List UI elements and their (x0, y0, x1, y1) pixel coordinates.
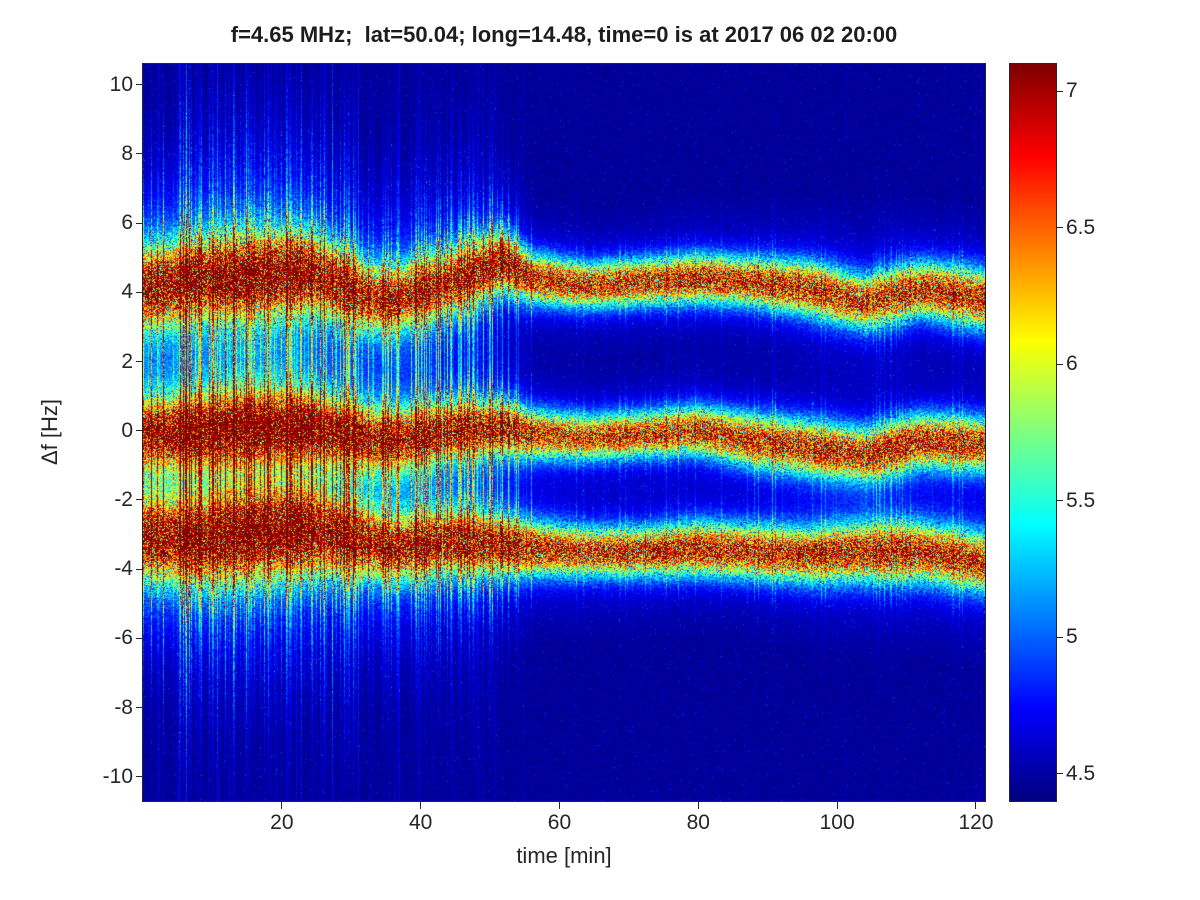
y-tick-mark (136, 153, 143, 155)
y-tick-label: -2 (114, 487, 133, 511)
y-tick-mark (136, 637, 143, 639)
colorbar-tick-mark (1057, 773, 1063, 775)
colorbar-tick-label: 6 (1066, 352, 1078, 376)
colorbar-tick-mark (1057, 500, 1063, 502)
y-tick-label: 10 (109, 72, 133, 96)
colorbar-tick-label: 6.5 (1066, 215, 1096, 239)
y-tick-label: -10 (102, 764, 133, 788)
x-tick-mark (836, 802, 838, 809)
y-tick-mark (136, 84, 143, 86)
y-tick-label: 6 (121, 211, 133, 235)
x-tick-mark (975, 802, 977, 809)
x-tick-label: 120 (958, 811, 994, 834)
y-tick-mark (136, 222, 143, 224)
y-tick-mark (136, 707, 143, 709)
y-tick-mark (136, 568, 143, 570)
x-tick-mark (281, 802, 283, 809)
colorbar (1009, 63, 1057, 802)
y-tick-label: -6 (114, 626, 133, 650)
y-tick-mark (136, 499, 143, 501)
x-tick-mark (420, 802, 422, 809)
y-tick-label: 4 (121, 280, 133, 304)
heatmap-canvas (142, 63, 986, 802)
y-tick-label: 0 (121, 418, 133, 442)
y-tick-mark (136, 361, 143, 363)
x-tick-label: 100 (819, 811, 855, 834)
x-axis-label: time [min] (516, 843, 612, 868)
colorbar-tick-label: 4.5 (1066, 761, 1096, 785)
x-tick-label: 60 (547, 811, 572, 834)
x-tick-label: 20 (270, 811, 294, 834)
y-tick-label: -8 (114, 695, 133, 719)
y-tick-mark (136, 776, 143, 778)
y-tick-label: 2 (121, 349, 133, 373)
x-tick-label: 40 (408, 811, 433, 834)
x-tick-mark (558, 802, 560, 809)
y-tick-mark (136, 430, 143, 432)
y-tick-label: 8 (121, 141, 133, 165)
colorbar-tick-label: 7 (1066, 79, 1078, 103)
x-tick-mark (697, 802, 699, 809)
colorbar-tick-label: 5 (1066, 625, 1078, 649)
colorbar-tick-mark (1057, 636, 1063, 638)
colorbar-tick-label: 5.5 (1066, 488, 1096, 512)
colorbar-tick-mark (1057, 90, 1063, 92)
x-tick-label: 80 (686, 811, 710, 834)
colorbar-tick-mark (1057, 227, 1063, 229)
y-tick-mark (136, 291, 143, 293)
y-tick-label: -4 (114, 557, 133, 581)
colorbar-tick-mark (1057, 363, 1063, 365)
y-axis-label: Δf [Hz] (37, 398, 62, 466)
chart-title: f=4.65 MHz; lat=50.04; long=14.48, time=… (230, 22, 898, 47)
